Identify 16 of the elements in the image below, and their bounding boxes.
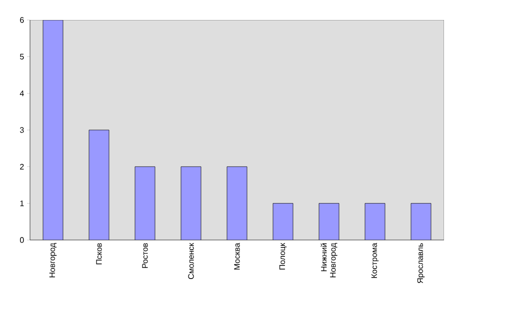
x-tick-label: Ростов [142,243,148,268]
x-tick-label: Ярославль [417,243,425,284]
x-tick-label: Смоленск [188,242,194,280]
y-tick-label: 3 [20,127,24,133]
y-tick-label: 1 [20,200,24,206]
x-tick-label: Полоцк [279,242,287,270]
x-tick-label: Нижний Новгород [320,243,338,278]
y-tick-label: 4 [20,90,24,96]
y-tick-label: 0 [20,237,24,243]
x-tick-label: Псков [96,243,102,264]
y-tick-label: 6 [20,17,24,23]
x-tick-label: Новгород [49,243,57,278]
y-tick-label: 5 [20,54,24,60]
y-tick-label: 2 [20,164,24,170]
x-tick-label: Москва [234,242,240,270]
x-tick-label: Кострома [371,242,379,278]
